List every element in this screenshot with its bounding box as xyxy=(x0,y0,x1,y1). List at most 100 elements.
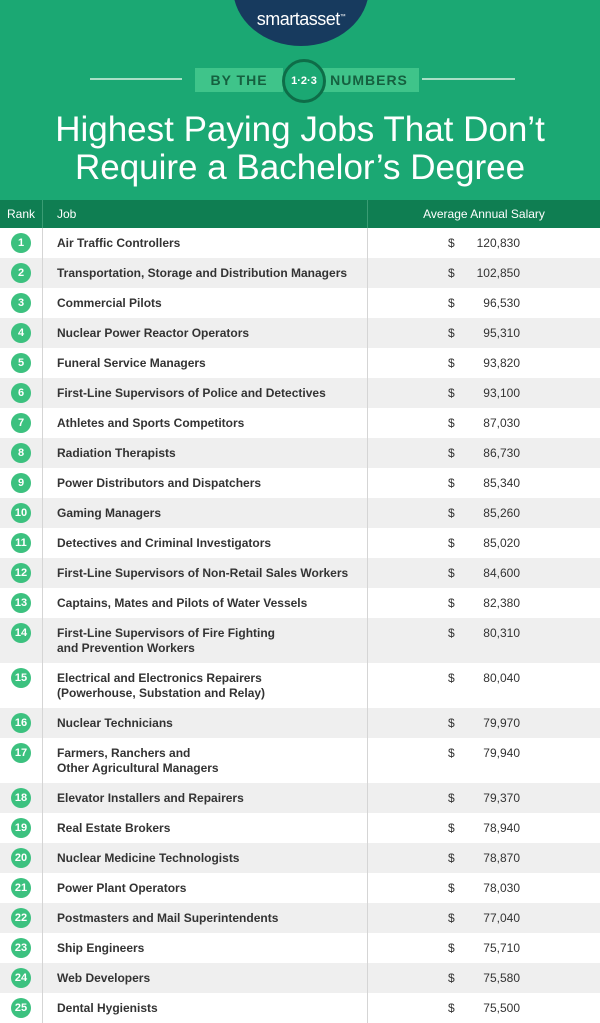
rank-cell: 14 xyxy=(0,618,43,663)
currency: $ xyxy=(448,356,455,370)
salary-cell: $79,970 xyxy=(368,708,600,738)
rank: 9 xyxy=(11,473,31,493)
rank-cell: 20 xyxy=(0,843,43,873)
currency: $ xyxy=(448,626,455,640)
salary: 95,310 xyxy=(483,326,520,340)
salary: 96,530 xyxy=(483,296,520,310)
rank-cell: 9 xyxy=(0,468,43,498)
job: First-Line Supervisors of Non-Retail Sal… xyxy=(43,558,368,588)
salary: 78,940 xyxy=(483,821,520,835)
salary: 75,500 xyxy=(483,1001,520,1015)
job: Real Estate Brokers xyxy=(43,813,368,843)
salary-cell: $77,040 xyxy=(368,903,600,933)
salary-cell: $75,710 xyxy=(368,933,600,963)
currency: $ xyxy=(448,446,455,460)
rank-cell: 16 xyxy=(0,708,43,738)
rank-cell: 10 xyxy=(0,498,43,528)
salary: 78,030 xyxy=(483,881,520,895)
rank-cell: 7 xyxy=(0,408,43,438)
salary: 82,380 xyxy=(483,596,520,610)
currency: $ xyxy=(448,851,455,865)
job: Power Plant Operators xyxy=(43,873,368,903)
rank-cell: 25 xyxy=(0,993,43,1023)
salary: 85,340 xyxy=(483,476,520,490)
table-row: 20 Nuclear Medicine Technologists $78,870 xyxy=(0,843,600,873)
table-row: 10 Gaming Managers $85,260 xyxy=(0,498,600,528)
salary-cell: $79,940 xyxy=(368,738,600,783)
salary: 93,100 xyxy=(483,386,520,400)
rank-cell: 1 xyxy=(0,228,43,258)
salary: 87,030 xyxy=(483,416,520,430)
table-row: 25 Dental Hygienists $75,500 xyxy=(0,993,600,1023)
rank-cell: 24 xyxy=(0,963,43,993)
rank: 2 xyxy=(11,263,31,283)
currency: $ xyxy=(448,746,455,760)
rank-cell: 21 xyxy=(0,873,43,903)
table-row: 7 Athletes and Sports Competitors $87,030 xyxy=(0,408,600,438)
table-row: 3 Commercial Pilots $96,530 xyxy=(0,288,600,318)
salary-cell: $84,600 xyxy=(368,558,600,588)
logo-name: smartasset xyxy=(256,9,341,29)
table-row: 19 Real Estate Brokers $78,940 xyxy=(0,813,600,843)
title: Require a Bachelor’s Degree xyxy=(74,148,526,187)
table-row: 1 Air Traffic Controllers $120,830 xyxy=(0,228,600,258)
rank: 23 xyxy=(11,938,31,958)
salary: 84,600 xyxy=(483,566,520,580)
table-body: 1 Air Traffic Controllers $120,830 2 Transpo… xyxy=(0,228,600,1023)
job: Funeral Service Managers xyxy=(43,348,368,378)
currency: $ xyxy=(448,476,455,490)
currency: $ xyxy=(448,881,455,895)
salary-cell: $93,100 xyxy=(368,378,600,408)
job: Transportation, Storage and Distribution… xyxy=(43,258,368,288)
table-row: 22 Postmasters and Mail Superintendents $7… xyxy=(0,903,600,933)
salary-cell: $78,940 xyxy=(368,813,600,843)
job: Gaming Managers xyxy=(43,498,368,528)
rank: 20 xyxy=(11,848,31,868)
rank: 16 xyxy=(11,713,31,733)
salary-cell: $96,530 xyxy=(368,288,600,318)
salary: 77,040 xyxy=(483,911,520,925)
rank: 19 xyxy=(11,818,31,838)
currency: $ xyxy=(448,971,455,985)
rank: 8 xyxy=(11,443,31,463)
rank: 12 xyxy=(11,563,31,583)
job: First-Line Supervisors of Fire Fighting … xyxy=(43,618,368,663)
salary-cell: $80,310 xyxy=(368,618,600,663)
table-row: 5 Funeral Service Managers $93,820 xyxy=(0,348,600,378)
rank-cell: 19 xyxy=(0,813,43,843)
salary-cell: $95,310 xyxy=(368,318,600,348)
banner-right: NUMBERS xyxy=(319,68,419,92)
salary-cell: $102,850 xyxy=(368,258,600,288)
rank-cell: 5 xyxy=(0,348,43,378)
logo-mark: ™ xyxy=(339,14,346,20)
table-row: 15 Electrical and Electronics Repairers (… xyxy=(0,663,600,708)
rank: 18 xyxy=(11,788,31,808)
salary-cell: $86,730 xyxy=(368,438,600,468)
job: Athletes and Sports Competitors xyxy=(43,408,368,438)
rank: 22 xyxy=(11,908,31,928)
rank-cell: 8 xyxy=(0,438,43,468)
rank: 1 xyxy=(11,233,31,253)
job: Electrical and Electronics Repairers (Po… xyxy=(43,663,368,708)
table-row: 9 Power Distributors and Dispatchers $85,3… xyxy=(0,468,600,498)
table-row: 8 Radiation Therapists $86,730 xyxy=(0,438,600,468)
rank-cell: 6 xyxy=(0,378,43,408)
salary: 120,830 xyxy=(476,236,520,250)
rank-cell: 22 xyxy=(0,903,43,933)
table-row: 11 Detectives and Criminal Investigators $… xyxy=(0,528,600,558)
rank-cell: 4 xyxy=(0,318,43,348)
banner: BY THE NUMBERS 1·2·3 xyxy=(185,59,420,103)
rank: 10 xyxy=(11,503,31,523)
salary: 86,730 xyxy=(483,446,520,460)
currency: $ xyxy=(448,791,455,805)
currency: $ xyxy=(448,326,455,340)
rank-cell: 3 xyxy=(0,288,43,318)
salary-cell: $85,020 xyxy=(368,528,600,558)
table-row: 21 Power Plant Operators $78,030 xyxy=(0,873,600,903)
rank: 24 xyxy=(11,968,31,988)
job: Farmers, Ranchers and Other Agricultural… xyxy=(43,738,368,783)
salary-cell: $87,030 xyxy=(368,408,600,438)
rank: 7 xyxy=(11,413,31,433)
table-row: 16 Nuclear Technicians $79,970 xyxy=(0,708,600,738)
currency: $ xyxy=(448,1001,455,1015)
